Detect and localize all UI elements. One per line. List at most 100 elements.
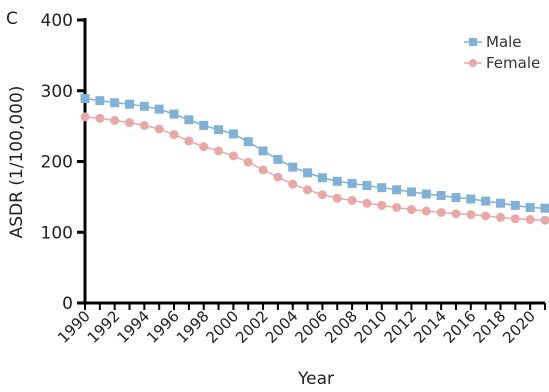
data-point-male [525,202,535,212]
data-point-female [288,179,298,189]
data-point-male [421,189,431,199]
data-point-male [406,187,416,197]
data-point-female [525,215,535,225]
data-point-male [451,193,461,203]
data-point-male [392,185,402,195]
data-point-male [169,109,179,119]
data-point-male [258,146,268,156]
data-point-female [80,112,90,122]
data-point-male [303,168,313,178]
data-point-male [273,154,283,164]
data-point-male [80,94,90,104]
data-point-female [154,124,164,134]
y-tick-label: 200 [41,153,73,173]
data-point-male [317,173,327,183]
series-layer [80,94,549,225]
data-point-male [228,129,238,139]
y-axis-title: ASDR (1/100,000) [7,86,27,239]
x-tick-label: 2008 [321,307,361,347]
data-point-female [421,206,431,216]
x-tick-label: 1990 [54,307,94,347]
legend-label: Male [486,33,522,51]
data-point-female [125,118,135,128]
data-point-male [214,125,224,135]
series-male [80,94,549,213]
data-point-female [228,151,238,161]
x-tick-label: 1992 [84,307,124,347]
legend-item-male: Male [464,33,522,51]
data-point-female [214,146,224,156]
data-point-female [303,185,313,195]
data-point-male [466,194,476,204]
legend-item-female: Female [464,54,540,72]
data-point-female [317,190,327,200]
legend-marker [469,38,477,46]
data-point-female [436,207,446,217]
data-point-male [495,198,505,208]
x-tick-label: 2016 [440,307,480,347]
data-point-female [95,113,105,123]
data-point-male [184,115,194,125]
y-tick-label: 300 [41,82,73,102]
data-point-female [243,157,253,167]
legend: Male Female [464,33,540,72]
data-point-female [169,130,179,140]
x-tick-label: 2002 [232,307,272,347]
x-axis-title: Year [297,369,334,389]
y-tick-label: 400 [41,11,73,31]
data-point-female [495,212,505,222]
x-tick-label: 1994 [113,307,153,347]
data-point-male [139,101,149,111]
data-point-male [481,196,491,206]
series-line-female [84,116,546,221]
x-tick-label: 2014 [410,307,450,347]
data-point-female [273,172,283,182]
x-tick-label: 2012 [381,307,421,347]
data-point-female [451,209,461,219]
data-point-male [199,120,209,130]
data-point-female [347,195,357,205]
x-tick-label: 2006 [292,307,332,347]
x-tick-label: 2018 [470,307,510,347]
data-point-female [139,120,149,130]
data-point-male [332,176,342,186]
data-point-female [406,205,416,215]
data-point-male [288,162,298,172]
data-point-male [436,190,446,200]
legend-label: Female [486,54,540,72]
x-tick-label: 2010 [351,307,391,347]
x-tick-label: 2004 [262,307,302,347]
data-point-male [95,96,105,106]
data-point-male [510,200,520,210]
legend-marker [469,59,477,67]
data-point-female [110,115,120,125]
panel-label: C [6,9,18,29]
data-point-female [466,210,476,220]
series-female [80,112,549,225]
data-point-female [392,202,402,212]
data-point-male [347,178,357,188]
data-point-female [540,215,549,225]
data-point-male [540,203,549,213]
data-point-male [377,183,387,193]
data-point-female [332,193,342,203]
y-tick-label: 0 [62,294,73,314]
y-axis: 0 100 200 300 400 [41,11,87,314]
x-axis: 1990199219941996199820002002200420062008… [54,301,546,347]
data-point-male [125,99,135,109]
data-point-male [362,181,372,191]
y-tick-label: 100 [41,223,73,243]
x-tick-label: 1998 [173,307,213,347]
data-point-female [362,198,372,208]
data-point-male [110,98,120,108]
x-tick-label: 1996 [143,307,183,347]
data-point-female [377,200,387,210]
data-point-female [184,136,194,146]
data-point-female [199,142,209,152]
data-point-male [243,137,253,147]
data-point-male [154,104,164,114]
data-point-female [510,214,520,224]
x-tick-label: 2000 [202,307,242,347]
x-tick-label: 2020 [499,307,539,347]
